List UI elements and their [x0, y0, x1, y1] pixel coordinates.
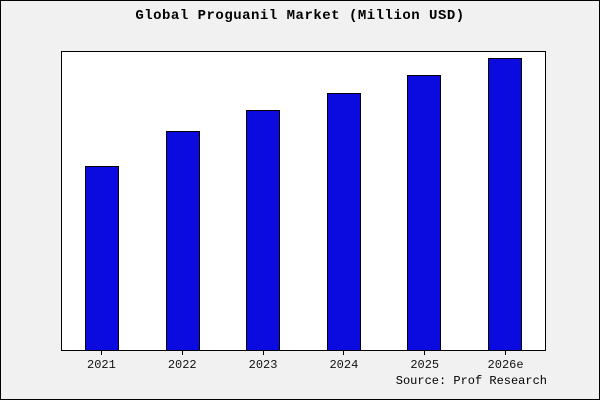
- x-tick-cell: 2023: [223, 351, 304, 372]
- x-tick-mark: [505, 351, 507, 355]
- bar-column: [143, 52, 224, 350]
- bar-2026e: [487, 57, 522, 350]
- x-tick-mark: [100, 351, 102, 355]
- plot-area: [61, 51, 546, 351]
- x-tick-mark: [262, 351, 264, 355]
- x-tick-cell: 2021: [61, 351, 142, 372]
- bar-column: [62, 52, 143, 350]
- bar-column: [465, 52, 546, 350]
- x-tick-mark: [343, 351, 345, 355]
- bar-2021: [85, 165, 120, 350]
- bar-2022: [165, 130, 200, 350]
- x-tick-cell: 2026e: [465, 351, 546, 372]
- x-tick-label: 2023: [248, 358, 278, 372]
- x-tick-cell: 2025: [384, 351, 465, 372]
- bar-2024: [326, 92, 361, 350]
- bar-column: [223, 52, 304, 350]
- x-tick-mark: [424, 351, 426, 355]
- bar-2023: [246, 110, 281, 350]
- x-tick-cell: 2022: [142, 351, 223, 372]
- x-axis-labels: 2021 2022 2023 2024 2025 2026e: [61, 351, 546, 372]
- chart-title: Global Proguanil Market (Million USD): [135, 8, 465, 24]
- x-tick-label: 2022: [167, 358, 197, 372]
- x-tick-label: 2024: [329, 358, 359, 372]
- x-tick-cell: 2024: [303, 351, 384, 372]
- x-tick-label: 2021: [87, 358, 116, 372]
- bar-2025: [407, 75, 442, 350]
- x-tick-label: 2026e: [487, 358, 524, 372]
- source-note: Source: Prof Research: [395, 374, 547, 388]
- bar-column: [304, 52, 385, 350]
- bar-column: [384, 52, 465, 350]
- x-tick-label: 2025: [410, 358, 440, 372]
- x-tick-mark: [181, 351, 183, 355]
